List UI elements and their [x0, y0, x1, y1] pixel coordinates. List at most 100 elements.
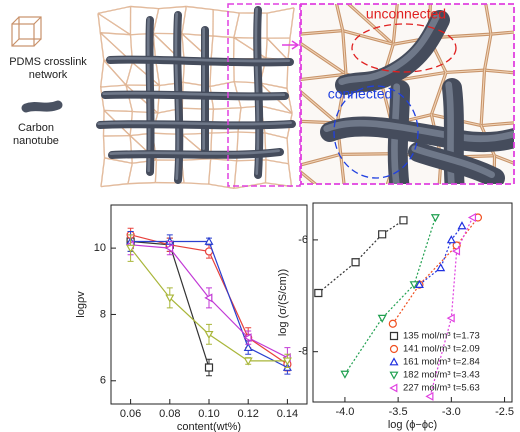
network-strand: [437, 204, 493, 213]
network-strand: [97, 13, 101, 33]
network-strand: [97, 6, 131, 14]
network-strand: [186, 6, 214, 10]
nanotube-highlight: [102, 91, 286, 97]
x-tick-label: 0.06: [120, 408, 141, 420]
y-tick-label: 8: [100, 308, 106, 320]
marker: [340, 370, 350, 379]
network-strand: [480, 70, 486, 126]
legend-marker: [389, 371, 399, 380]
x-tick-label: -4.0: [335, 406, 354, 418]
legend-label: PDMS crosslink network: [9, 56, 87, 81]
network-strand: [340, 153, 398, 155]
marker: [165, 294, 175, 303]
marker: [204, 236, 214, 245]
x-tick-label: -3.5: [389, 406, 408, 418]
network-strand: [103, 60, 127, 86]
fit-line: [429, 217, 474, 397]
zoom-region: [227, 3, 301, 187]
legend-label: 182 mol/m³ t=3.43: [403, 370, 480, 381]
legend-marker: [389, 344, 399, 354]
legend-marker: [389, 331, 399, 341]
x-axis-label: content(wt%): [177, 421, 241, 432]
legend-marker: [389, 357, 399, 366]
network-strand: [301, 171, 317, 184]
nanotube-highlight: [146, 17, 151, 173]
network-strand: [100, 86, 105, 111]
annotation: connected: [328, 86, 393, 102]
marker: [446, 235, 456, 244]
marker: [425, 391, 434, 401]
network-strand: [213, 9, 240, 14]
legend-label: 135 mol/m³ t=1.73: [403, 331, 480, 342]
network-strand: [155, 160, 157, 183]
network-strand: [97, 13, 131, 35]
marker: [377, 314, 387, 323]
network-strand: [100, 157, 105, 187]
nanotube-highlight: [109, 149, 281, 156]
network-strand: [104, 110, 133, 112]
network-strand: [100, 183, 129, 187]
network-strand: [211, 131, 239, 134]
network-strand: [209, 81, 235, 87]
y-axis-label: log (σ/(S/cm)): [277, 269, 289, 336]
marker: [446, 313, 455, 323]
network-strand: [127, 182, 156, 184]
nanotube-highlight: [338, 13, 441, 86]
charts: 6 8 10 0.06 0.08 0.10 0.12 0.14 content(wt%) logρ…: [75, 202, 514, 432]
marker: [351, 258, 360, 267]
marker: [430, 214, 440, 223]
network-strand: [301, 73, 347, 80]
x-tick-label: -2.5: [495, 406, 514, 418]
network-strand: [292, 167, 295, 209]
x-tick-label: 0.10: [198, 408, 219, 420]
nanotube-highlight: [445, 81, 455, 184]
network-strand: [210, 158, 237, 161]
marker: [388, 319, 397, 328]
network-strand: [383, 196, 437, 212]
nanotube-highlight: [411, 145, 496, 179]
network-strand: [292, 167, 295, 209]
network-strand: [153, 33, 156, 59]
network-strand: [260, 82, 288, 89]
marker: [243, 342, 253, 352]
network-strand: [483, 34, 492, 71]
legend-label: Carbon nanotube: [13, 122, 59, 147]
network-strand: [481, 122, 514, 127]
network-strand: [233, 37, 268, 39]
fit-line: [317, 219, 404, 294]
marker: [282, 357, 292, 366]
network-strand: [264, 132, 288, 139]
network-strand: [286, 138, 289, 164]
network-strand: [301, 42, 347, 75]
marker: [414, 279, 424, 289]
network-strand: [340, 154, 345, 184]
y-axis-label: logρv: [75, 291, 87, 318]
network-strand: [210, 36, 214, 61]
network-strand: [347, 4, 394, 45]
zoom-arrow: [282, 40, 300, 50]
network-strand: [260, 105, 293, 114]
network-strand: [333, 0, 397, 1]
network-strand: [183, 182, 209, 185]
network-strand: [234, 182, 266, 189]
marker: [436, 263, 446, 272]
connected-ellipse: [333, 85, 419, 179]
fit-line: [392, 217, 479, 325]
plot-frame: [312, 202, 513, 403]
marker: [243, 357, 253, 366]
network-strand: [233, 160, 237, 189]
network-strand: [265, 159, 289, 164]
network-strand: [127, 163, 133, 184]
network-strand: [181, 158, 211, 161]
y-tick-label: -6: [298, 234, 308, 246]
network-strand: [342, 30, 347, 75]
zoom-frame: [300, 3, 515, 185]
network-strand: [430, 72, 447, 115]
y-tick-label: -8: [298, 346, 308, 358]
marker: [378, 230, 387, 239]
network-strand: [181, 6, 187, 34]
marker: [399, 216, 408, 225]
network-strand: [104, 157, 133, 164]
